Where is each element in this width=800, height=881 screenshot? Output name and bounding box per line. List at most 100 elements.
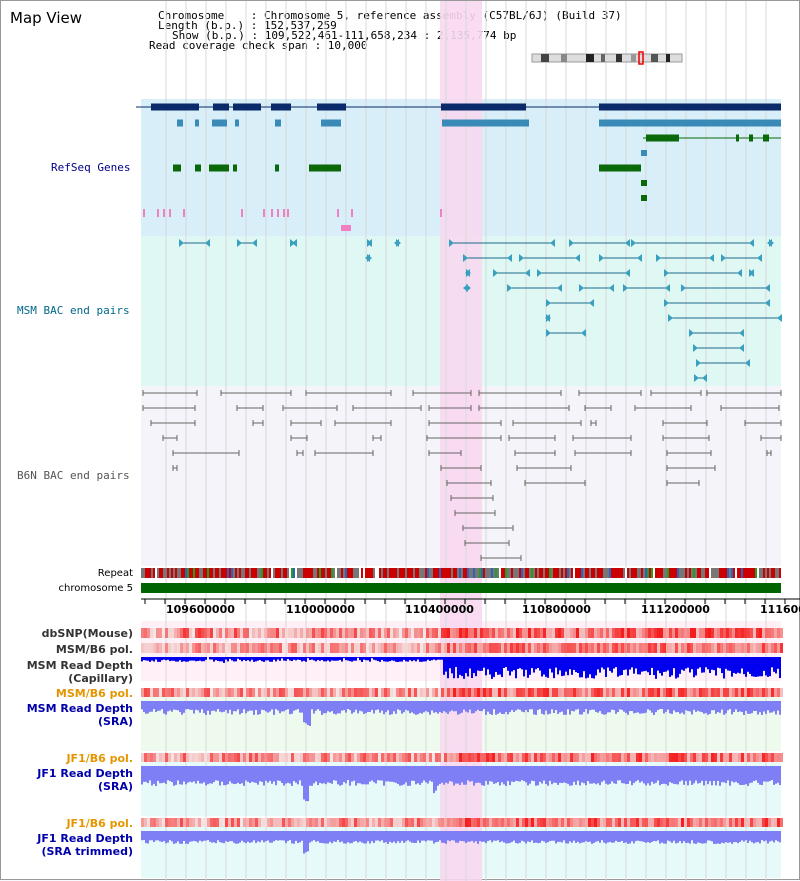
pol-heat-cell: [360, 818, 363, 827]
repeat-mark: [169, 568, 171, 578]
track-label-msm-b6-pol-sra[interactable]: MSM/B6 pol.: [56, 687, 133, 700]
read-depth-bar: [447, 831, 449, 840]
read-depth-bar: [357, 701, 359, 713]
pol-heat-cell: [417, 628, 420, 638]
repeat-mark: [537, 568, 539, 578]
read-depth-bar: [431, 831, 433, 841]
read-depth-bar: [173, 701, 175, 710]
repeat-mark: [759, 568, 761, 578]
track-label-jf1-read-depth-trimmed[interactable]: JF1 Read Depth: [37, 832, 133, 845]
read-depth-bar: [753, 831, 755, 843]
pol-heat-cell: [726, 688, 729, 697]
pol-heat-cell: [663, 688, 666, 697]
read-depth-bar: [595, 831, 597, 842]
pol-heat-cell: [177, 643, 180, 653]
read-depth-bar: [695, 657, 697, 675]
pol-heat-cell: [264, 643, 267, 653]
read-depth-bar: [737, 766, 739, 783]
read-depth-bar: [671, 831, 673, 843]
read-depth-bar: [401, 657, 403, 662]
repeat-mark: [467, 568, 469, 578]
repeat-mark: [281, 568, 283, 578]
pol-heat-cell: [309, 643, 312, 653]
read-depth-bar: [301, 701, 303, 713]
pol-heat-cell: [675, 688, 678, 697]
pol-heat-cell: [456, 753, 459, 762]
read-depth-bar: [319, 831, 321, 843]
pol-heat-cell: [627, 688, 630, 697]
read-depth-bar: [393, 701, 395, 711]
read-depth-bar: [221, 657, 223, 661]
read-depth-bar: [665, 766, 667, 784]
repeat-mark: [235, 568, 237, 578]
read-depth-bar: [405, 701, 407, 710]
read-depth-bar: [365, 657, 367, 660]
read-depth-bar: [471, 766, 473, 781]
repeat-mark: [461, 568, 463, 578]
track-label-msm-read-depth[interactable]: MSM Read Depth: [27, 659, 133, 672]
pol-heat-cell: [555, 818, 558, 827]
pol-heat-cell: [723, 688, 726, 697]
pol-heat-cell: [204, 628, 207, 638]
pol-heat-cell: [579, 628, 582, 638]
read-depth-bar: [221, 701, 223, 712]
track-label-dbsnp[interactable]: dbSNP(Mouse): [42, 627, 133, 640]
read-depth-bar: [377, 657, 379, 661]
repeat-mark: [309, 568, 311, 578]
pol-heat-cell: [600, 628, 603, 638]
pol-heat-cell: [249, 688, 252, 697]
read-depth-bar: [155, 766, 157, 786]
read-depth-bar: [321, 766, 323, 784]
track-label-jf1-b6-pol-2[interactable]: JF1/B6 pol.: [66, 817, 133, 830]
pol-heat-cell: [642, 688, 645, 697]
pol-heat-cell: [288, 643, 291, 653]
read-depth-bar: [619, 831, 621, 842]
read-depth-bar: [425, 657, 427, 661]
read-depth-bar: [157, 831, 159, 840]
pol-heat-cell: [639, 753, 642, 762]
track-label-msm-bac[interactable]: MSM BAC end pairs: [17, 304, 130, 317]
read-depth-bar: [293, 831, 295, 844]
pol-heat-cell: [507, 753, 510, 762]
pol-heat-cell: [468, 818, 471, 827]
read-depth-bar: [763, 657, 765, 671]
read-depth-bar: [645, 701, 647, 713]
read-depth-bar: [689, 701, 691, 711]
read-depth-bar: [147, 831, 149, 844]
track-label-msm-b6-pol[interactable]: MSM/B6 pol.: [56, 643, 133, 656]
read-depth-bar: [359, 701, 361, 711]
track-label-jf1-read-depth[interactable]: JF1 Read Depth: [37, 767, 133, 780]
read-depth-bar: [175, 657, 177, 662]
read-depth-bar: [639, 766, 641, 783]
gene-exon: [309, 165, 341, 172]
track-label-b6n-bac[interactable]: B6N BAC end pairs: [17, 469, 130, 482]
repeat-mark: [561, 568, 563, 578]
read-depth-bar: [615, 701, 617, 714]
read-depth-bar: [557, 657, 559, 674]
read-depth-bar: [435, 766, 437, 791]
pol-heat-cell: [246, 688, 249, 697]
pol-heat-cell: [471, 643, 474, 653]
pol-heat-cell: [312, 818, 315, 827]
read-depth-bar: [739, 701, 741, 711]
pol-heat-cell: [243, 628, 246, 638]
read-depth-bar: [345, 657, 347, 660]
track-label-chromosome: chromosome 5: [59, 583, 133, 594]
pol-heat-cell: [384, 628, 387, 638]
read-depth-bar: [657, 831, 659, 840]
read-depth-bar: [333, 766, 335, 780]
pol-heat-cell: [585, 753, 588, 762]
read-depth-bar: [773, 701, 775, 711]
pol-heat-cell: [372, 753, 375, 762]
pol-heat-cell: [156, 688, 159, 697]
track-label-refseq[interactable]: RefSeq Genes: [51, 161, 130, 174]
pol-heat-cell: [561, 818, 564, 827]
pol-heat-cell: [228, 688, 231, 697]
pol-heat-cell: [645, 818, 648, 827]
track-label-jf1-b6-pol[interactable]: JF1/B6 pol.: [66, 752, 133, 765]
track-label-msm-read-depth-sra[interactable]: MSM Read Depth: [27, 702, 133, 715]
pol-heat-cell: [414, 753, 417, 762]
repeat-mark: [715, 568, 717, 578]
pol-heat-cell: [390, 818, 393, 827]
